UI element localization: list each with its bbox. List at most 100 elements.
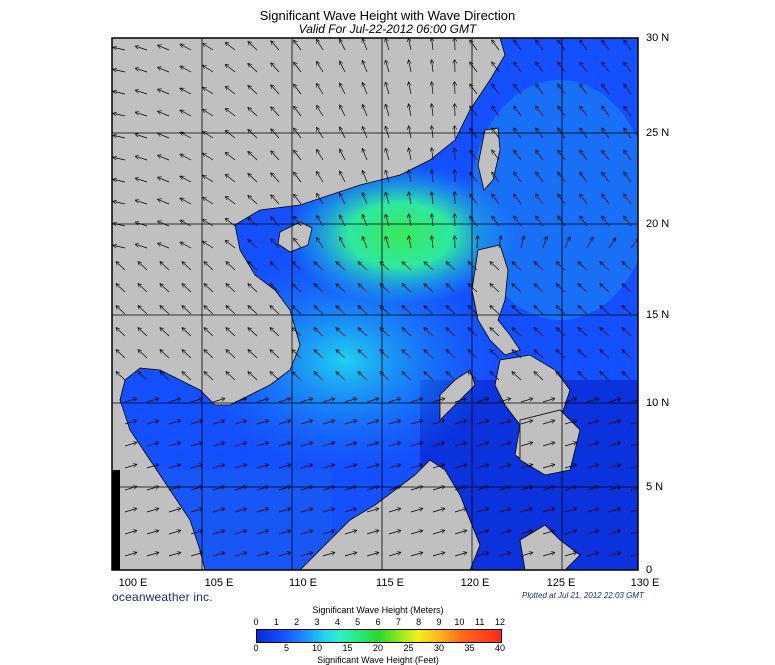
legend-meter-tick: 9 bbox=[436, 617, 442, 627]
wave-arrow bbox=[136, 178, 148, 183]
wave-arrow bbox=[366, 487, 379, 491]
wave-arrow bbox=[136, 244, 148, 249]
wave-arrow bbox=[534, 372, 544, 381]
wave-arrow bbox=[136, 68, 148, 73]
wave-arrow bbox=[358, 306, 368, 315]
wave-arrow bbox=[124, 399, 137, 403]
wave-arrow bbox=[624, 128, 632, 139]
wave-arrow bbox=[602, 150, 610, 161]
wave-arrow bbox=[380, 372, 390, 381]
wave-arrow bbox=[409, 148, 411, 161]
wave-arrow bbox=[158, 89, 170, 95]
wave-arrow bbox=[204, 372, 214, 381]
wave-arrow bbox=[294, 238, 302, 249]
wave-arrow bbox=[300, 553, 313, 557]
wave-arrow bbox=[556, 262, 566, 271]
wave-arrow bbox=[388, 421, 401, 425]
wave-arrow bbox=[256, 509, 269, 513]
wave-arrow bbox=[386, 193, 390, 205]
wave-arrow bbox=[344, 487, 357, 491]
map-subtitle: Valid For Jul-22-2012 06:00 GMT bbox=[298, 22, 477, 36]
wave-arrow bbox=[190, 421, 203, 425]
wave-arrow bbox=[190, 509, 203, 513]
wave-arrow bbox=[336, 328, 346, 337]
wave-arrow bbox=[113, 179, 126, 183]
wave-arrow bbox=[470, 128, 478, 139]
wave-arrow bbox=[558, 194, 566, 205]
wave-arrow bbox=[542, 443, 555, 447]
wave-arrow bbox=[424, 262, 434, 271]
wave-arrow bbox=[182, 328, 192, 337]
wave-arrow bbox=[432, 465, 445, 469]
wave-arrow bbox=[622, 350, 632, 359]
asia-mainland bbox=[112, 38, 506, 570]
wave-arrow bbox=[446, 350, 456, 359]
wave-arrow bbox=[424, 284, 434, 293]
wave-arrow bbox=[314, 328, 324, 337]
wave-arrow bbox=[578, 284, 588, 293]
wave-arrow bbox=[608, 531, 621, 535]
wave-arrow bbox=[386, 61, 390, 73]
wave-arrow bbox=[124, 465, 137, 469]
wave-arrow bbox=[300, 443, 313, 447]
hainan-island bbox=[277, 221, 313, 253]
wave-arrow bbox=[542, 421, 555, 425]
lon-label: 120 E bbox=[460, 577, 490, 589]
wave-arrow bbox=[180, 88, 192, 95]
wave-arrow bbox=[336, 284, 346, 293]
wave-arrow bbox=[622, 306, 632, 315]
wave-arrow bbox=[226, 87, 236, 95]
wave-arrow bbox=[336, 262, 346, 271]
wave-arrow bbox=[180, 44, 192, 51]
wave-arrow bbox=[180, 176, 192, 183]
wave-arrow bbox=[520, 443, 533, 447]
wave-arrow bbox=[248, 64, 258, 73]
wave-arrow bbox=[470, 150, 478, 161]
wave-arrow bbox=[630, 509, 638, 513]
wave-arrow bbox=[630, 465, 638, 469]
wave-arrow bbox=[454, 531, 467, 535]
wave-arrow bbox=[271, 107, 280, 117]
wave-arrow bbox=[402, 372, 412, 381]
lat-label: 20 N bbox=[646, 218, 670, 230]
wave-arrow bbox=[476, 531, 489, 535]
wave-arrow bbox=[402, 328, 412, 337]
wave-arrow bbox=[363, 215, 368, 227]
wave-arrow bbox=[294, 128, 302, 139]
wave-arrow bbox=[490, 262, 500, 271]
wave-arrow bbox=[476, 421, 489, 425]
wave-arrow bbox=[146, 443, 159, 447]
wave-arrow bbox=[190, 531, 203, 535]
wave-arrow bbox=[158, 111, 170, 117]
wave-arrow bbox=[498, 421, 511, 425]
wave-arrow bbox=[317, 40, 324, 51]
wave-arrow bbox=[630, 487, 638, 491]
wave-arrow bbox=[454, 443, 467, 447]
wave-arrow bbox=[190, 465, 203, 469]
wave-arrow bbox=[432, 553, 445, 557]
wave-arrow bbox=[136, 112, 148, 117]
taiwan-island bbox=[477, 127, 501, 191]
wave-arrow bbox=[248, 328, 258, 337]
legend-meter-tick: 5 bbox=[355, 617, 361, 627]
wave-arrow bbox=[388, 399, 401, 403]
wave-arrow bbox=[322, 487, 335, 491]
wave-arrow bbox=[314, 262, 324, 271]
wave-arrow bbox=[402, 284, 412, 293]
wave-arrow bbox=[168, 399, 181, 403]
wave-arrow bbox=[248, 350, 258, 359]
wave-arrow bbox=[432, 192, 433, 205]
wave-arrow bbox=[234, 531, 247, 535]
wave-arrow bbox=[477, 236, 478, 249]
wave-arrow bbox=[454, 399, 467, 403]
wave-arrow bbox=[470, 172, 478, 183]
wave-arrow bbox=[602, 84, 610, 95]
wave-arrow bbox=[600, 284, 610, 293]
wave-arrow bbox=[292, 350, 302, 359]
wave-arrow bbox=[409, 170, 411, 183]
wave-arrow bbox=[344, 443, 357, 447]
wave-arrow bbox=[336, 350, 346, 359]
wave-arrow bbox=[542, 237, 547, 249]
wave-arrow bbox=[203, 44, 214, 51]
